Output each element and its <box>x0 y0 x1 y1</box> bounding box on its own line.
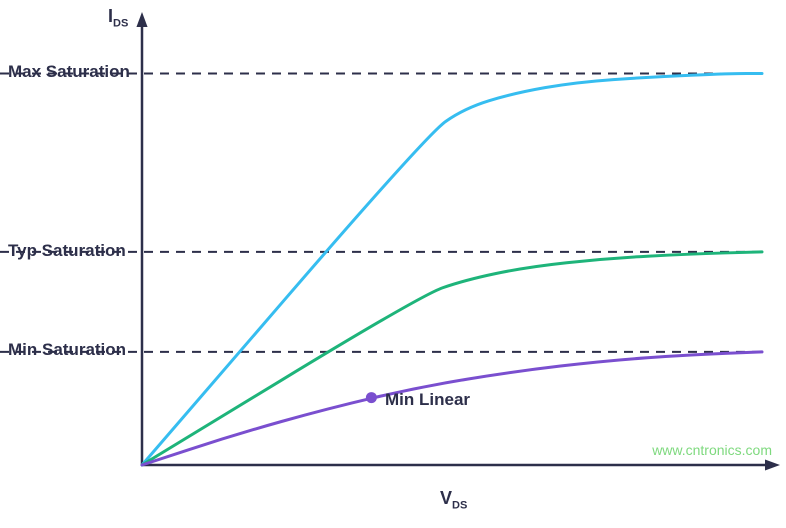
min-linear-marker <box>366 392 377 403</box>
typ-saturation-label: Typ Saturation <box>8 241 126 261</box>
y-axis-label: IDS <box>108 6 128 30</box>
max-saturation-label: Max Saturation <box>8 62 130 82</box>
min-linear-label: Min Linear <box>385 390 470 410</box>
watermark-text: www.cntronics.com <box>652 442 772 458</box>
y-axis-arrow <box>136 12 147 27</box>
min-saturation-label: Min Saturation <box>8 340 126 360</box>
x-axis-label: VDS <box>440 488 467 512</box>
x-axis-arrow <box>765 459 780 470</box>
